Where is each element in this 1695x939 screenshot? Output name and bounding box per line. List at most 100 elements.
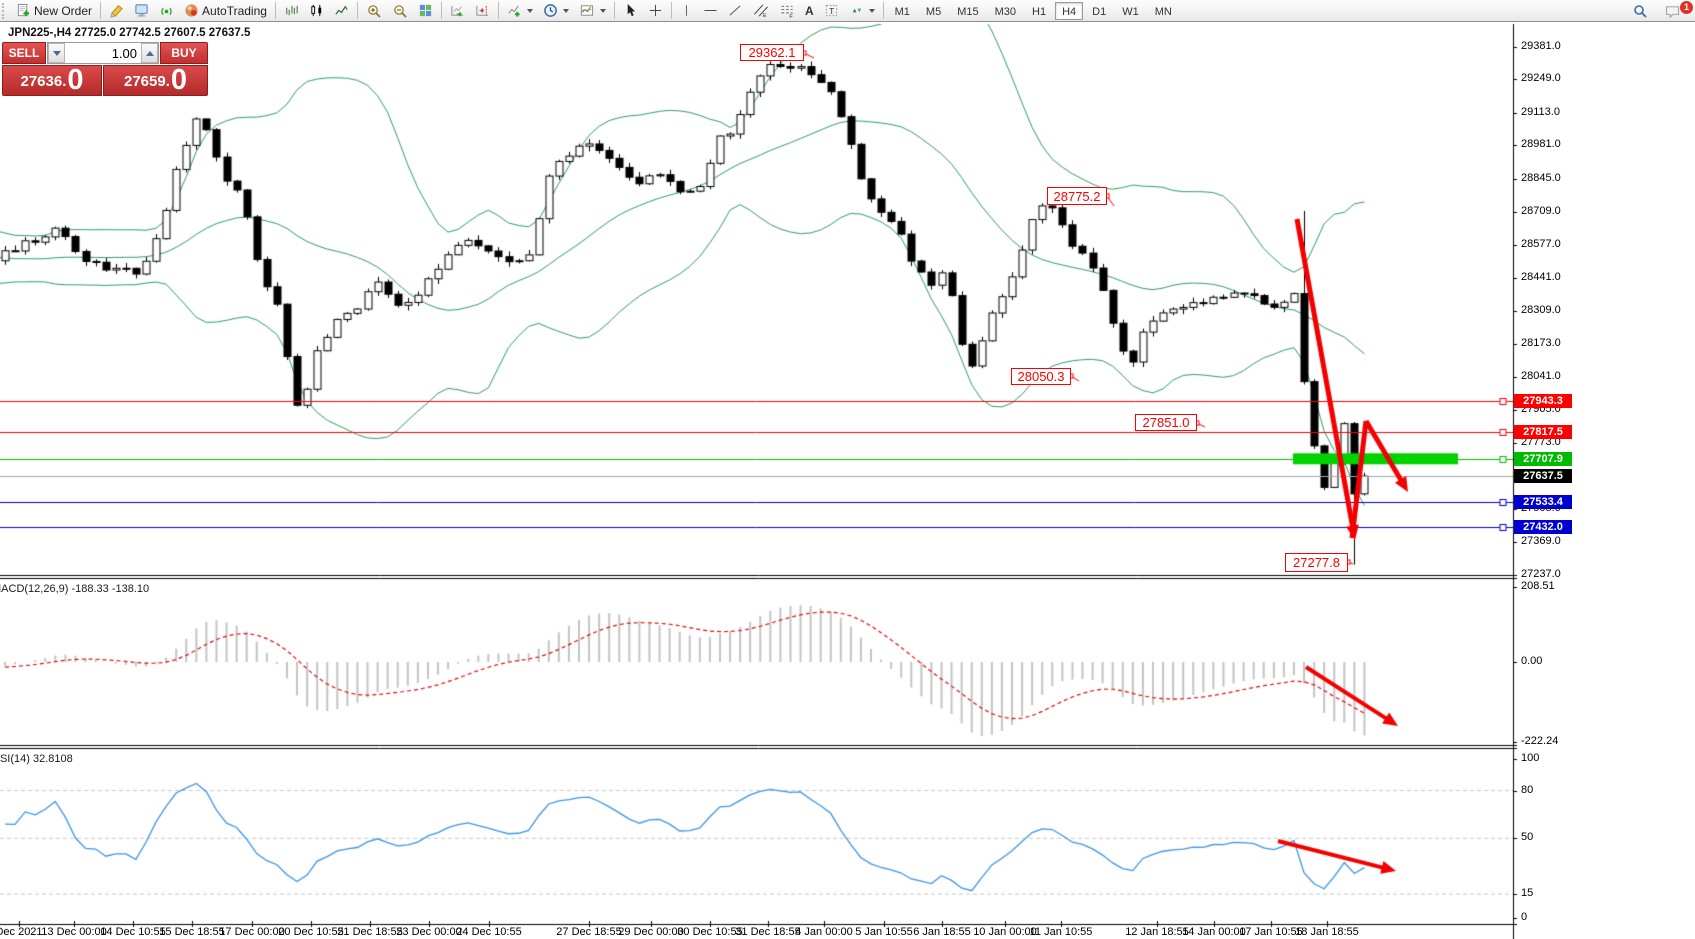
- timeframe-button-d1[interactable]: D1: [1092, 5, 1107, 18]
- templates-button[interactable]: [574, 1, 611, 21]
- timeframe-button-m30[interactable]: M30: [994, 5, 1016, 18]
- arrow-objects-button[interactable]: [844, 1, 880, 21]
- tile-windows-button[interactable]: [413, 1, 438, 21]
- toolbar: New Order AutoTrading E F A T M1 M5 M15 M30…: [0, 0, 1695, 22]
- volume-increase-button[interactable]: [141, 43, 158, 63]
- axis-price-tag[interactable]: 27533.4: [1514, 494, 1572, 509]
- timeframe-button-h1[interactable]: H1: [1032, 5, 1047, 18]
- axis-price-tag[interactable]: 27707.9: [1514, 451, 1572, 466]
- metaeditor-icon: [134, 3, 149, 18]
- chat-button[interactable]: 1: [1659, 1, 1693, 21]
- svg-text:E: E: [763, 13, 767, 18]
- buy-button[interactable]: BUY: [160, 42, 208, 64]
- chart-shift-button[interactable]: [470, 1, 495, 21]
- vertical-line-button[interactable]: [675, 1, 698, 21]
- buy-price-main: 27659.: [123, 73, 170, 90]
- sell-price-big-digit: 0: [67, 64, 84, 96]
- axis-price-tag[interactable]: 27817.5: [1514, 424, 1572, 439]
- timeframe-toolbar: M1 M5 M15 M30 H1 H4 D1 W1 MN: [887, 1, 1180, 20]
- text-label-icon: T: [825, 4, 837, 17]
- timeframe-button-h4[interactable]: H4: [1055, 1, 1084, 20]
- volume-decrease-button[interactable]: [48, 43, 65, 63]
- chart-title-ohlc: JPN225-,H4 27725.0 27742.5 27607.5 27637…: [8, 27, 251, 39]
- bar-chart-icon: [286, 5, 298, 16]
- buy-price-display[interactable]: 27659. 0: [103, 65, 208, 96]
- new-order-label: New Order: [34, 3, 93, 18]
- metaeditor-button[interactable]: [129, 1, 154, 21]
- signal-icon: [159, 3, 174, 18]
- price-annotation[interactable]: 29362.1: [740, 44, 804, 61]
- search-icon: [1634, 5, 1647, 18]
- timeframe-button-m5[interactable]: M5: [925, 5, 942, 18]
- auto-scroll-button[interactable]: [445, 1, 470, 21]
- volume-up-icon: [145, 50, 154, 56]
- chat-icon: [1665, 5, 1680, 18]
- zoom-out-icon: [394, 4, 407, 18]
- timeframe-button-mn[interactable]: MN: [1154, 5, 1172, 18]
- zoom-in-icon: [368, 4, 381, 18]
- indicators-button[interactable]: [502, 1, 538, 21]
- volume-input[interactable]: [65, 43, 141, 63]
- price-annotation[interactable]: 27277.8: [1285, 553, 1348, 572]
- zoom-in-button[interactable]: [361, 1, 387, 21]
- price-annotation[interactable]: 28050.3: [1011, 368, 1071, 385]
- crosshair-icon: [649, 4, 662, 17]
- periods-clock-icon: [544, 4, 557, 17]
- line-chart-button[interactable]: [329, 1, 354, 21]
- signal-button[interactable]: [154, 1, 179, 21]
- line-chart-icon: [335, 5, 348, 15]
- equidistant-channel-button[interactable]: E: [748, 1, 774, 21]
- volume-down-icon: [52, 50, 61, 56]
- cursor-button[interactable]: [618, 1, 643, 21]
- new-order-icon: [16, 3, 31, 18]
- svg-text:T: T: [829, 6, 834, 16]
- timeframe-button-w1[interactable]: W1: [1122, 5, 1139, 18]
- horizontal-line-icon: [704, 10, 717, 11]
- svg-text:F: F: [789, 14, 793, 18]
- fibonacci-button[interactable]: F: [774, 1, 800, 21]
- buy-price-big-digit: 0: [170, 64, 188, 96]
- axis-price-tag[interactable]: 27432.0: [1514, 519, 1572, 534]
- new-order-button[interactable]: New Order: [11, 1, 97, 21]
- price-annotation[interactable]: 28775.2: [1047, 187, 1107, 205]
- autotrading-icon: [184, 3, 199, 18]
- bar-chart-button[interactable]: [279, 1, 304, 21]
- one-click-trading-panel: SELL BUY 27636. 0 27659. 0: [2, 42, 208, 96]
- chart-shift-icon: [476, 5, 489, 16]
- indicators-dropdown-caret: [526, 8, 533, 13]
- text-tool-button[interactable]: A: [800, 1, 819, 21]
- trend-line-button[interactable]: [723, 1, 748, 21]
- sell-price-main: 27636.: [20, 73, 67, 90]
- autotrading-label: AutoTrading: [202, 3, 267, 18]
- templates-dropdown-caret: [599, 8, 606, 13]
- indicators-icon: [508, 5, 520, 17]
- sell-button[interactable]: SELL: [2, 42, 46, 64]
- zoom-out-button[interactable]: [387, 1, 413, 21]
- arrow-objects-dropdown-caret: [868, 8, 875, 13]
- timeframe-button-m15[interactable]: M15: [957, 5, 979, 18]
- candlestick-chart-button[interactable]: [304, 1, 329, 21]
- autotrading-button[interactable]: AutoTrading: [179, 1, 272, 21]
- search-button[interactable]: [1627, 1, 1653, 21]
- notification-badge: 1: [1680, 1, 1693, 14]
- text-label-button[interactable]: T: [819, 1, 844, 21]
- price-annotation[interactable]: 27851.0: [1135, 414, 1197, 431]
- timeframe-button-m1[interactable]: M1: [894, 5, 910, 18]
- macd-indicator-label: MACD(12,26,9) -188.33 -138.10: [0, 583, 150, 595]
- crosshair-button[interactable]: [643, 1, 668, 21]
- axis-price-tag[interactable]: 27943.3: [1514, 393, 1572, 408]
- horizontal-line-button[interactable]: [698, 1, 723, 21]
- periods-button[interactable]: [538, 1, 574, 21]
- equidistant-channel-icon: E: [754, 4, 768, 18]
- sell-price-display[interactable]: 27636. 0: [2, 65, 102, 96]
- toolbar-grip[interactable]: [2, 2, 9, 19]
- trend-line-icon: [729, 5, 741, 16]
- periods-dropdown-caret: [562, 8, 569, 13]
- vertical-line-icon: [686, 5, 687, 16]
- templates-icon: [580, 5, 594, 16]
- candlestick-chart-icon: [311, 4, 322, 17]
- arrow-objects-icon: [852, 8, 861, 13]
- highlighter-button[interactable]: [104, 1, 129, 21]
- axis-price-tag[interactable]: 27637.5: [1514, 469, 1572, 484]
